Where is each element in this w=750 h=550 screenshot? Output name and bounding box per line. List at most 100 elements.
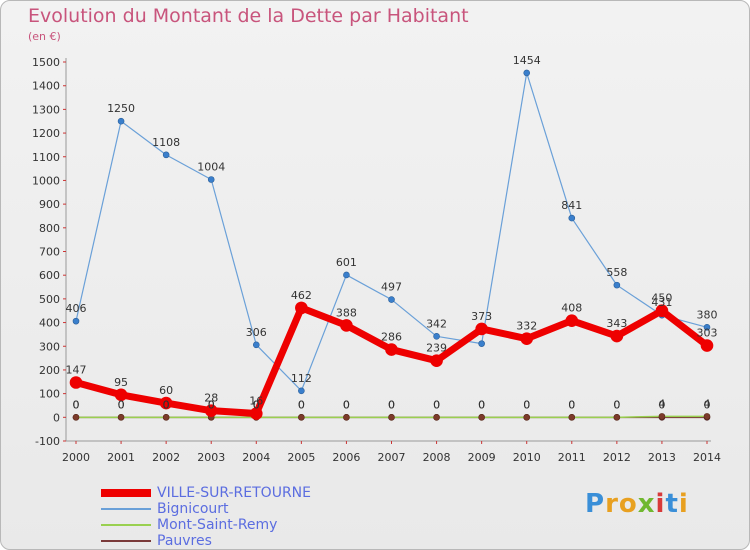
- data-label: 303: [697, 327, 718, 340]
- data-label: 431: [651, 296, 672, 309]
- data-label: 1004: [197, 160, 225, 173]
- data-label: 0: [433, 398, 440, 411]
- data-label: 95: [114, 376, 128, 389]
- x-tick-label: 2012: [603, 451, 631, 464]
- data-point: [700, 339, 714, 352]
- data-point: [703, 323, 711, 331]
- data-point: [388, 296, 395, 303]
- x-tick-label: 2013: [648, 451, 676, 464]
- data-point: [252, 341, 260, 349]
- x-tick-label: 2003: [197, 451, 225, 464]
- data-label: 0: [388, 398, 395, 411]
- y-tick-label: 1400: [32, 80, 60, 93]
- data-label: 0: [343, 398, 350, 411]
- data-label: 841: [561, 199, 582, 212]
- y-tick-label: 0: [53, 411, 60, 424]
- data-label: 0: [433, 398, 440, 411]
- data-label: 0: [568, 398, 575, 411]
- data-label: 601: [336, 256, 357, 269]
- legend-label: Mont-Saint-Remy: [157, 517, 278, 533]
- data-point: [117, 117, 125, 125]
- x-tick-label: 2008: [423, 451, 451, 464]
- logo-letter: r: [605, 489, 619, 519]
- logo-letter: x: [637, 489, 656, 519]
- data-label: 497: [381, 281, 402, 294]
- data-label: 147: [66, 363, 87, 376]
- data-label: 0: [478, 398, 485, 411]
- data-label: 286: [381, 331, 402, 344]
- data-point: [340, 319, 353, 332]
- legend-label: Pauvres: [157, 533, 212, 549]
- data-label: 558: [606, 266, 627, 279]
- data-label: 0: [568, 398, 575, 411]
- legend-label: Bignicourt: [157, 501, 229, 517]
- data-label: 450: [651, 292, 672, 305]
- data-point: [610, 329, 624, 343]
- legend-swatch: [101, 508, 151, 510]
- data-label: 0: [163, 398, 170, 411]
- y-tick-label: 100: [39, 388, 60, 401]
- x-tick-label: 2014: [693, 451, 721, 464]
- logo-letter: i: [678, 489, 689, 519]
- data-label: 0: [163, 398, 170, 411]
- data-label: 16: [249, 395, 263, 408]
- chart-title: Evolution du Montant de la Dette par Hab…: [28, 5, 469, 27]
- data-point: [568, 414, 576, 421]
- y-tick-label: 1000: [32, 174, 60, 187]
- data-point: [249, 407, 263, 420]
- legend-swatch: [101, 489, 151, 497]
- data-point: [295, 301, 308, 315]
- data-label: 112: [291, 372, 312, 385]
- logo-letter: o: [618, 489, 638, 519]
- data-point: [72, 317, 80, 325]
- data-label: 408: [561, 302, 582, 315]
- y-tick-label: 1300: [32, 103, 60, 116]
- data-label: 0: [613, 398, 620, 411]
- legend-swatch: [101, 524, 151, 526]
- data-point: [613, 414, 621, 421]
- y-tick-label: 300: [39, 340, 60, 353]
- x-tick-label: 2010: [513, 451, 541, 464]
- data-label: 4: [658, 397, 665, 410]
- y-tick-label: 900: [39, 198, 60, 211]
- data-label: 306: [246, 326, 267, 339]
- data-label: 462: [291, 289, 312, 302]
- data-label: 373: [471, 310, 492, 323]
- data-label: 239: [426, 342, 447, 355]
- data-point: [298, 387, 305, 395]
- line-chart: -100010020030040050060070080090010001100…: [32, 54, 721, 464]
- data-label: 380: [697, 308, 718, 321]
- logo-letter: i: [655, 489, 666, 519]
- data-label: 0: [523, 398, 530, 411]
- y-tick-label: 500: [39, 293, 60, 306]
- data-point: [114, 388, 128, 402]
- proxiti-logo: Proxiti: [585, 489, 689, 519]
- data-label: 0: [208, 398, 215, 411]
- data-label: 28: [204, 392, 218, 405]
- y-tick-label: 600: [39, 269, 60, 282]
- logo-letter: P: [585, 489, 606, 519]
- data-label: 343: [606, 317, 627, 330]
- data-point: [658, 413, 666, 420]
- x-tick-label: 2004: [242, 451, 270, 464]
- data-point: [703, 413, 711, 420]
- data-label: 0: [478, 398, 485, 411]
- data-label: 1250: [107, 102, 135, 115]
- data-label: 0: [298, 398, 305, 411]
- data-point: [388, 414, 395, 421]
- data-point: [72, 414, 80, 421]
- data-point: [207, 176, 215, 183]
- data-point: [523, 414, 531, 421]
- data-label: 1108: [152, 136, 180, 149]
- data-point: [343, 414, 350, 421]
- data-point: [520, 332, 534, 345]
- x-tick-label: 2002: [152, 451, 180, 464]
- x-tick-label: 2011: [558, 451, 586, 464]
- data-point: [613, 281, 621, 289]
- data-label: 0: [253, 398, 260, 411]
- data-label: 388: [336, 306, 357, 319]
- data-label: 0: [73, 398, 80, 411]
- x-tick-label: 2005: [287, 451, 315, 464]
- y-tick-label: -100: [35, 435, 60, 448]
